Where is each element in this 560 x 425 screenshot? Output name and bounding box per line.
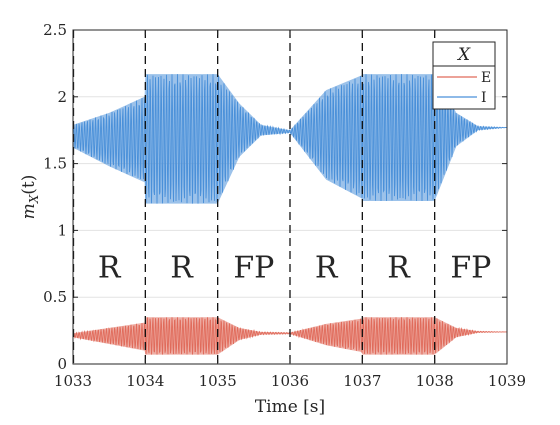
legend-label-E: E	[481, 70, 491, 86]
y-tick-label-2: 1	[57, 221, 67, 239]
legend-title: X	[456, 45, 471, 65]
y-axis-title: mX(t)	[19, 175, 41, 220]
axes-layer: 1033 1034 1035 1036 1037 1038 1039 0 0.5 1 1.5 2 2.5	[43, 21, 526, 390]
regime-label-4: R	[387, 250, 411, 285]
x-tick-label-1039: 1039	[488, 372, 526, 390]
regime-label-2: FP	[233, 250, 274, 285]
x-tick-label-1034: 1034	[126, 372, 164, 390]
y-tick-label-1: 0.5	[43, 288, 67, 306]
legend: XEI	[432, 41, 496, 110]
y-tick-label-0: 0	[57, 355, 67, 373]
y-tick-label-5: 2.5	[43, 21, 67, 39]
y-axis-title-symbol: m	[19, 203, 39, 219]
regime-label-0: R	[98, 250, 122, 285]
x-tick-label-1033: 1033	[54, 372, 92, 390]
x-tick-label-1038: 1038	[416, 372, 454, 390]
y-tick-label-3: 1.5	[43, 155, 67, 173]
y-axis-title-subscript: X	[27, 194, 41, 204]
legend-box	[432, 41, 496, 110]
regime-label-layer: R R FP R R FP	[98, 250, 491, 285]
regime-label-3: R	[315, 250, 339, 285]
legend-label-I: I	[481, 90, 487, 106]
x-tick-label-1036: 1036	[271, 372, 309, 390]
series-layer	[72, 74, 508, 355]
regime-label-1: R	[170, 250, 194, 285]
y-axis-title-argument: (t)	[19, 175, 39, 195]
y-tick-label-4: 2	[57, 88, 67, 106]
regime-label-5: FP	[450, 250, 491, 285]
x-tick-label-1035: 1035	[199, 372, 237, 390]
x-tick-label-1037: 1037	[343, 372, 381, 390]
x-axis-title: Time [s]	[255, 397, 325, 417]
